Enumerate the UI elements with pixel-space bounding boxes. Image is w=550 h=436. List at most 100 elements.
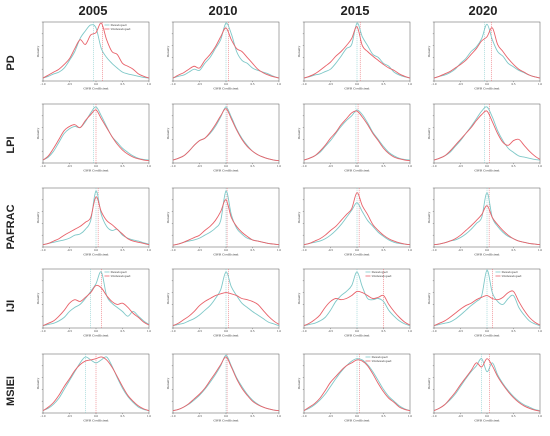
x-tick-label: 0.5 xyxy=(250,414,254,418)
panel-pd-2020: -1.0 -0.5 0.0 0.5 1.0 GWR Coefficient Density xyxy=(427,21,542,91)
y-axis-label: Density xyxy=(166,377,170,389)
undeveloped-density-line xyxy=(172,108,280,162)
x-tick-label: 0.0 xyxy=(355,248,359,252)
x-tick-label: -1.0 xyxy=(40,164,45,168)
metric-label-pafrac: PAFRAC xyxy=(5,204,17,249)
x-tick-label: 1.0 xyxy=(277,164,281,168)
x-axis-label: GWR Coefficient xyxy=(344,334,370,338)
x-tick-label: 0.5 xyxy=(511,414,515,418)
x-tick-label: -1.0 xyxy=(40,248,45,252)
developed-density-line xyxy=(42,356,150,412)
panel-iji-2015: -1.0 -0.5 0.0 0.5 1.0 GWR Coefficient Density D… xyxy=(297,268,412,338)
plot-frame xyxy=(303,103,411,164)
x-tick-label: 1.0 xyxy=(408,329,412,333)
x-tick-label: -0.5 xyxy=(458,82,463,86)
x-tick-label: 0.5 xyxy=(250,164,254,168)
panel-msiei-2005: -1.0 -0.5 0.0 0.5 1.0 GWR Coefficient Density xyxy=(36,353,151,423)
x-tick-label: 0.0 xyxy=(355,414,359,418)
developed-density-line xyxy=(303,109,411,161)
panel-msiei-2015: -1.0 -0.5 0.0 0.5 1.0 GWR Coefficient Density D… xyxy=(297,353,412,423)
x-tick-label: -0.5 xyxy=(67,82,72,86)
plot-frame xyxy=(433,103,541,164)
metric-label-pd: PD xyxy=(5,55,17,70)
developed-density-line xyxy=(42,106,150,161)
x-axis-label: GWR Coefficient xyxy=(344,169,370,173)
x-tick-label: -0.5 xyxy=(328,329,333,333)
undeveloped-density-line xyxy=(433,110,541,161)
undeveloped-density-line xyxy=(42,109,150,162)
legend-label-undeveloped: Undeveloped xyxy=(110,27,130,31)
x-axis-label: GWR Coefficient xyxy=(213,334,239,338)
y-axis-label: Density xyxy=(297,377,301,389)
x-tick-label: 1.0 xyxy=(408,164,412,168)
x-tick-label: -1.0 xyxy=(301,414,306,418)
undeveloped-density-line xyxy=(303,110,411,162)
panel-lpi-2015: -1.0 -0.5 0.0 0.5 1.0 GWR Coefficient Density xyxy=(297,103,412,173)
x-tick-label: -1.0 xyxy=(40,414,45,418)
developed-density-line xyxy=(303,271,411,327)
undeveloped-density-line xyxy=(42,196,150,246)
developed-density-line xyxy=(433,269,541,327)
legend-label-developed: Developed xyxy=(110,270,126,274)
x-axis-label: GWR Coefficient xyxy=(213,253,239,257)
developed-density-line xyxy=(303,358,411,412)
y-axis-label: Density xyxy=(36,45,40,57)
x-tick-label: -0.5 xyxy=(328,248,333,252)
panel-msiei-2020: -1.0 -0.5 0.0 0.5 1.0 GWR Coefficient Density xyxy=(427,353,542,423)
undeveloped-density-line xyxy=(172,292,280,327)
x-tick-label: 0.5 xyxy=(120,248,124,252)
x-tick-label: 0.0 xyxy=(485,414,489,418)
x-axis-label: GWR Coefficient xyxy=(213,87,239,91)
x-tick-label: -1.0 xyxy=(301,82,306,86)
x-tick-label: 0.5 xyxy=(120,414,124,418)
x-axis-label: GWR Coefficient xyxy=(474,169,500,173)
x-tick-label: 1.0 xyxy=(408,414,412,418)
x-tick-label: 1.0 xyxy=(277,329,281,333)
x-tick-label: -1.0 xyxy=(431,164,436,168)
x-tick-label: 0.0 xyxy=(94,164,98,168)
y-axis-label: Density xyxy=(297,211,301,223)
x-tick-label: 1.0 xyxy=(277,82,281,86)
undeveloped-density-line xyxy=(433,205,541,246)
x-tick-label: 0.5 xyxy=(511,82,515,86)
panel-pafrac-2010: -1.0 -0.5 0.0 0.5 1.0 GWR Coefficient Density xyxy=(166,187,281,257)
x-tick-label: -1.0 xyxy=(301,164,306,168)
x-tick-label: 0.5 xyxy=(120,164,124,168)
metric-headers: PD LPI PAFRAC IJI MSIEI xyxy=(5,55,17,406)
x-tick-label: -1.0 xyxy=(170,329,175,333)
x-tick-label: -0.5 xyxy=(197,414,202,418)
x-tick-label: 0.0 xyxy=(224,164,228,168)
undeveloped-density-line xyxy=(42,22,150,79)
x-axis-label: GWR Coefficient xyxy=(474,334,500,338)
x-tick-label: 0.0 xyxy=(485,248,489,252)
x-tick-label: -0.5 xyxy=(328,164,333,168)
x-tick-label: -1.0 xyxy=(40,329,45,333)
x-tick-label: 1.0 xyxy=(538,164,542,168)
x-tick-label: 1.0 xyxy=(147,329,151,333)
x-tick-label: -0.5 xyxy=(328,414,333,418)
panel-lpi-2020: -1.0 -0.5 0.0 0.5 1.0 GWR Coefficient Density xyxy=(427,103,542,173)
developed-density-line xyxy=(42,24,150,79)
undeveloped-density-line xyxy=(42,284,150,327)
y-axis-label: Density xyxy=(166,45,170,57)
undeveloped-density-line xyxy=(172,356,280,412)
x-tick-label: 1.0 xyxy=(408,248,412,252)
undeveloped-density-line xyxy=(433,290,541,327)
panel-iji-2005: -1.0 -0.5 0.0 0.5 1.0 GWR Coefficient Density D… xyxy=(36,268,151,338)
x-tick-label: -1.0 xyxy=(301,329,306,333)
y-axis-label: Density xyxy=(427,127,431,139)
x-axis-label: GWR Coefficient xyxy=(83,169,109,173)
x-tick-label: -0.5 xyxy=(458,164,463,168)
panel-lpi-2010: -1.0 -0.5 0.0 0.5 1.0 GWR Coefficient Density xyxy=(166,103,281,173)
x-tick-label: 1.0 xyxy=(147,164,151,168)
metric-label-msiei: MSIEI xyxy=(5,376,17,406)
x-tick-label: 0.0 xyxy=(94,329,98,333)
developed-density-line xyxy=(433,23,541,79)
developed-density-line xyxy=(433,358,541,412)
panel-pafrac-2020: -1.0 -0.5 0.0 0.5 1.0 GWR Coefficient Density xyxy=(427,187,542,257)
x-tick-label: -0.5 xyxy=(328,82,333,86)
